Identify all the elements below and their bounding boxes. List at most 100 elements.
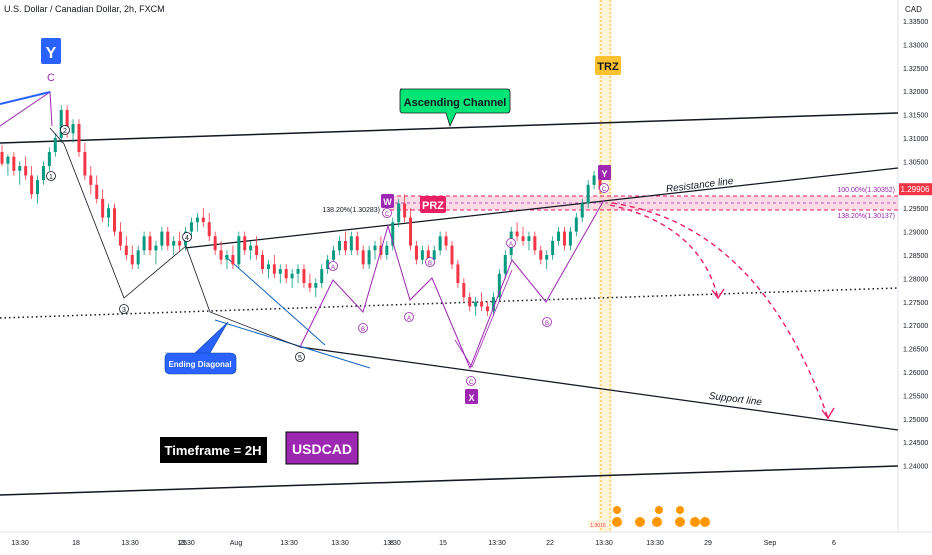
wave-circle-c3: C [599, 183, 609, 193]
candles [0, 105, 602, 316]
price-tick-label: 1.31500 [903, 113, 928, 120]
price-axis[interactable]: 1.33500 1.33000 1.32500 1.32000 1.31500 1.310… [903, 19, 928, 471]
time-tick-label: 13:30 [11, 540, 29, 547]
svg-text:B: B [428, 261, 432, 267]
candle [314, 278, 318, 298]
candle [207, 212, 211, 241]
price-tick-label: 1.24000 [903, 464, 928, 471]
projection-path-1 [609, 204, 719, 299]
wave-y-badge [41, 38, 61, 64]
wave-circle-1: 1 [46, 171, 56, 181]
time-tick-label: 13:30 [280, 540, 298, 547]
candle [397, 198, 401, 227]
candle [557, 226, 561, 246]
candle [130, 245, 134, 270]
svg-text:3: 3 [122, 307, 126, 314]
candle [539, 245, 543, 265]
price-tick-label: 1.25000 [903, 417, 928, 424]
event-icon[interactable] [700, 517, 710, 527]
support-line[interactable] [299, 346, 899, 431]
event-icon[interactable] [655, 506, 663, 514]
candle [296, 264, 300, 284]
channel-bottom-line[interactable] [0, 465, 899, 496]
dotted-trend-line[interactable] [0, 287, 899, 319]
current-price-badge: 1.29906 [899, 183, 932, 196]
candle [77, 119, 81, 157]
time-tick-label: 13:30 [177, 540, 195, 547]
candle [195, 212, 199, 232]
wave-y-small-badge [598, 165, 611, 180]
price-tick-label: 1.32500 [903, 66, 928, 73]
timeframe-label: Timeframe = 2H [165, 443, 262, 458]
candle [385, 240, 389, 260]
candle [101, 189, 105, 223]
candle [107, 203, 111, 227]
svg-text:C: C [469, 380, 474, 386]
time-tick-label: 13:30 [646, 540, 664, 547]
wave-x-label: X [468, 393, 474, 403]
wave-circle-a1: A [328, 261, 338, 271]
candle [243, 231, 247, 255]
wave-c-top-label: C [47, 72, 55, 84]
candle [302, 264, 306, 288]
price-tick-label: 1.24500 [903, 440, 928, 447]
support-line-label: Support line [708, 391, 763, 408]
candle [450, 240, 454, 270]
prz-label: PRZ [422, 200, 444, 212]
time-tick-label: 13:30 [121, 540, 139, 547]
time-tick-label: 13:30 [331, 540, 349, 547]
candle [361, 245, 365, 270]
wave-circle-4: 4 [182, 232, 192, 242]
price-tick-label: 1.26500 [903, 347, 928, 354]
candle [343, 231, 347, 255]
svg-text:B: B [545, 321, 549, 327]
candle [414, 240, 418, 265]
event-icon[interactable] [613, 506, 621, 514]
wave-circle-a3: A [506, 238, 516, 248]
wave-x-badge [465, 389, 478, 404]
wave-y-small-label: Y [601, 169, 607, 179]
event-icon[interactable] [690, 517, 700, 527]
svg-text:1: 1 [49, 174, 53, 181]
resistance-line-label: Resistance line [665, 176, 734, 195]
event-icon[interactable] [676, 506, 684, 514]
price-tick-label: 1.30500 [903, 159, 928, 166]
symbol-line: U.S. Dollar / Canadian Dollar, 2h, FXCM [4, 4, 165, 14]
wave-circle-3: 3 [119, 304, 129, 314]
candle [12, 152, 16, 176]
candle [373, 240, 377, 260]
trz-zone [599, 0, 612, 532]
prz-zone [383, 196, 898, 210]
candle [391, 217, 395, 251]
ascending-channel-callout [399, 88, 511, 128]
candle [136, 245, 140, 270]
svg-text:4: 4 [185, 235, 189, 242]
candle [266, 259, 270, 279]
candle [231, 245, 235, 270]
projection-arrow-1 [711, 288, 725, 300]
candle [112, 203, 116, 237]
event-icon[interactable] [675, 517, 685, 527]
candle [142, 231, 146, 255]
candle [249, 240, 253, 260]
candle [456, 259, 460, 288]
candle [497, 269, 501, 302]
price-tick-label: 1.27500 [903, 300, 928, 307]
symbol-badge-label: USDCAD [292, 441, 352, 457]
economic-event-markers[interactable] [612, 506, 710, 527]
event-icon[interactable] [612, 517, 622, 527]
resistance-line[interactable] [184, 167, 899, 249]
price-tick-label: 1.26000 [903, 370, 928, 377]
channel-top-line[interactable] [0, 112, 899, 144]
candle [468, 292, 472, 312]
candle [592, 170, 596, 190]
candle [480, 292, 484, 312]
candle [367, 245, 371, 270]
time-tick-label: 25 [179, 540, 187, 547]
event-icon[interactable] [652, 517, 662, 527]
svg-text:2: 2 [63, 128, 67, 135]
event-icon[interactable] [635, 517, 645, 527]
